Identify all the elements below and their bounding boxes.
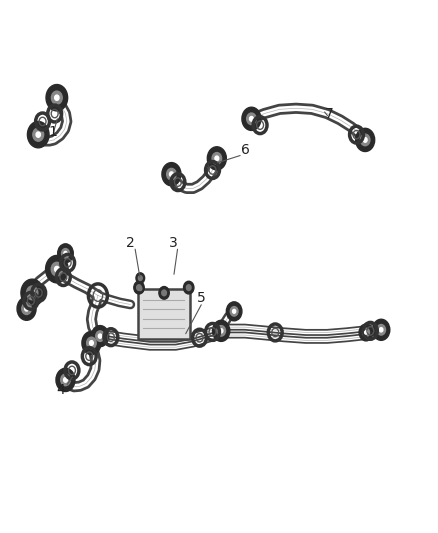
Circle shape bbox=[138, 276, 142, 280]
Text: 2: 2 bbox=[126, 236, 135, 250]
Circle shape bbox=[212, 152, 222, 164]
Circle shape bbox=[55, 266, 59, 272]
Circle shape bbox=[55, 95, 59, 100]
Circle shape bbox=[56, 368, 75, 392]
Text: 4: 4 bbox=[57, 383, 66, 398]
Text: 5: 5 bbox=[198, 291, 206, 305]
Circle shape bbox=[99, 334, 102, 338]
Circle shape bbox=[159, 287, 169, 299]
Circle shape bbox=[217, 326, 226, 336]
Circle shape bbox=[356, 128, 374, 151]
Text: 3: 3 bbox=[169, 236, 178, 250]
Circle shape bbox=[30, 290, 35, 296]
Circle shape bbox=[96, 331, 104, 342]
Circle shape bbox=[365, 331, 367, 334]
Text: 6: 6 bbox=[240, 143, 249, 157]
Circle shape bbox=[167, 168, 176, 180]
Circle shape bbox=[187, 285, 191, 290]
Circle shape bbox=[64, 377, 67, 382]
Circle shape bbox=[226, 302, 242, 321]
Circle shape bbox=[61, 374, 70, 386]
Circle shape bbox=[250, 117, 253, 121]
Circle shape bbox=[242, 107, 261, 131]
Circle shape bbox=[87, 337, 96, 349]
Circle shape bbox=[372, 319, 390, 341]
FancyBboxPatch shape bbox=[138, 289, 190, 340]
Circle shape bbox=[51, 91, 62, 104]
Circle shape bbox=[22, 303, 32, 314]
Circle shape bbox=[64, 252, 67, 255]
Circle shape bbox=[359, 324, 373, 341]
Circle shape bbox=[25, 306, 28, 311]
Circle shape bbox=[233, 310, 236, 313]
Circle shape bbox=[363, 138, 367, 142]
Circle shape bbox=[162, 290, 166, 296]
Circle shape bbox=[136, 273, 145, 284]
Circle shape bbox=[33, 128, 44, 141]
Circle shape bbox=[137, 285, 141, 290]
Circle shape bbox=[360, 134, 370, 146]
Circle shape bbox=[162, 163, 181, 186]
Circle shape bbox=[62, 248, 69, 258]
Circle shape bbox=[36, 132, 40, 138]
Circle shape bbox=[58, 244, 73, 263]
Circle shape bbox=[230, 306, 238, 316]
Circle shape bbox=[363, 328, 370, 337]
Circle shape bbox=[92, 326, 109, 346]
Circle shape bbox=[137, 285, 144, 293]
Circle shape bbox=[184, 281, 194, 294]
Circle shape bbox=[27, 286, 38, 300]
Circle shape bbox=[139, 287, 142, 290]
Circle shape bbox=[46, 255, 68, 283]
Circle shape bbox=[134, 281, 144, 294]
Circle shape bbox=[21, 279, 43, 306]
Circle shape bbox=[377, 325, 385, 335]
Circle shape bbox=[28, 122, 49, 148]
Circle shape bbox=[215, 156, 219, 160]
Circle shape bbox=[170, 172, 173, 176]
Circle shape bbox=[207, 147, 226, 170]
Text: 7: 7 bbox=[325, 107, 334, 120]
Text: 1: 1 bbox=[48, 125, 57, 139]
Circle shape bbox=[212, 320, 230, 342]
Circle shape bbox=[379, 328, 383, 332]
Circle shape bbox=[89, 341, 93, 345]
Circle shape bbox=[46, 85, 67, 111]
Circle shape bbox=[219, 329, 223, 333]
Circle shape bbox=[82, 332, 101, 354]
Circle shape bbox=[247, 113, 256, 125]
Circle shape bbox=[17, 297, 36, 320]
Circle shape bbox=[51, 262, 63, 276]
